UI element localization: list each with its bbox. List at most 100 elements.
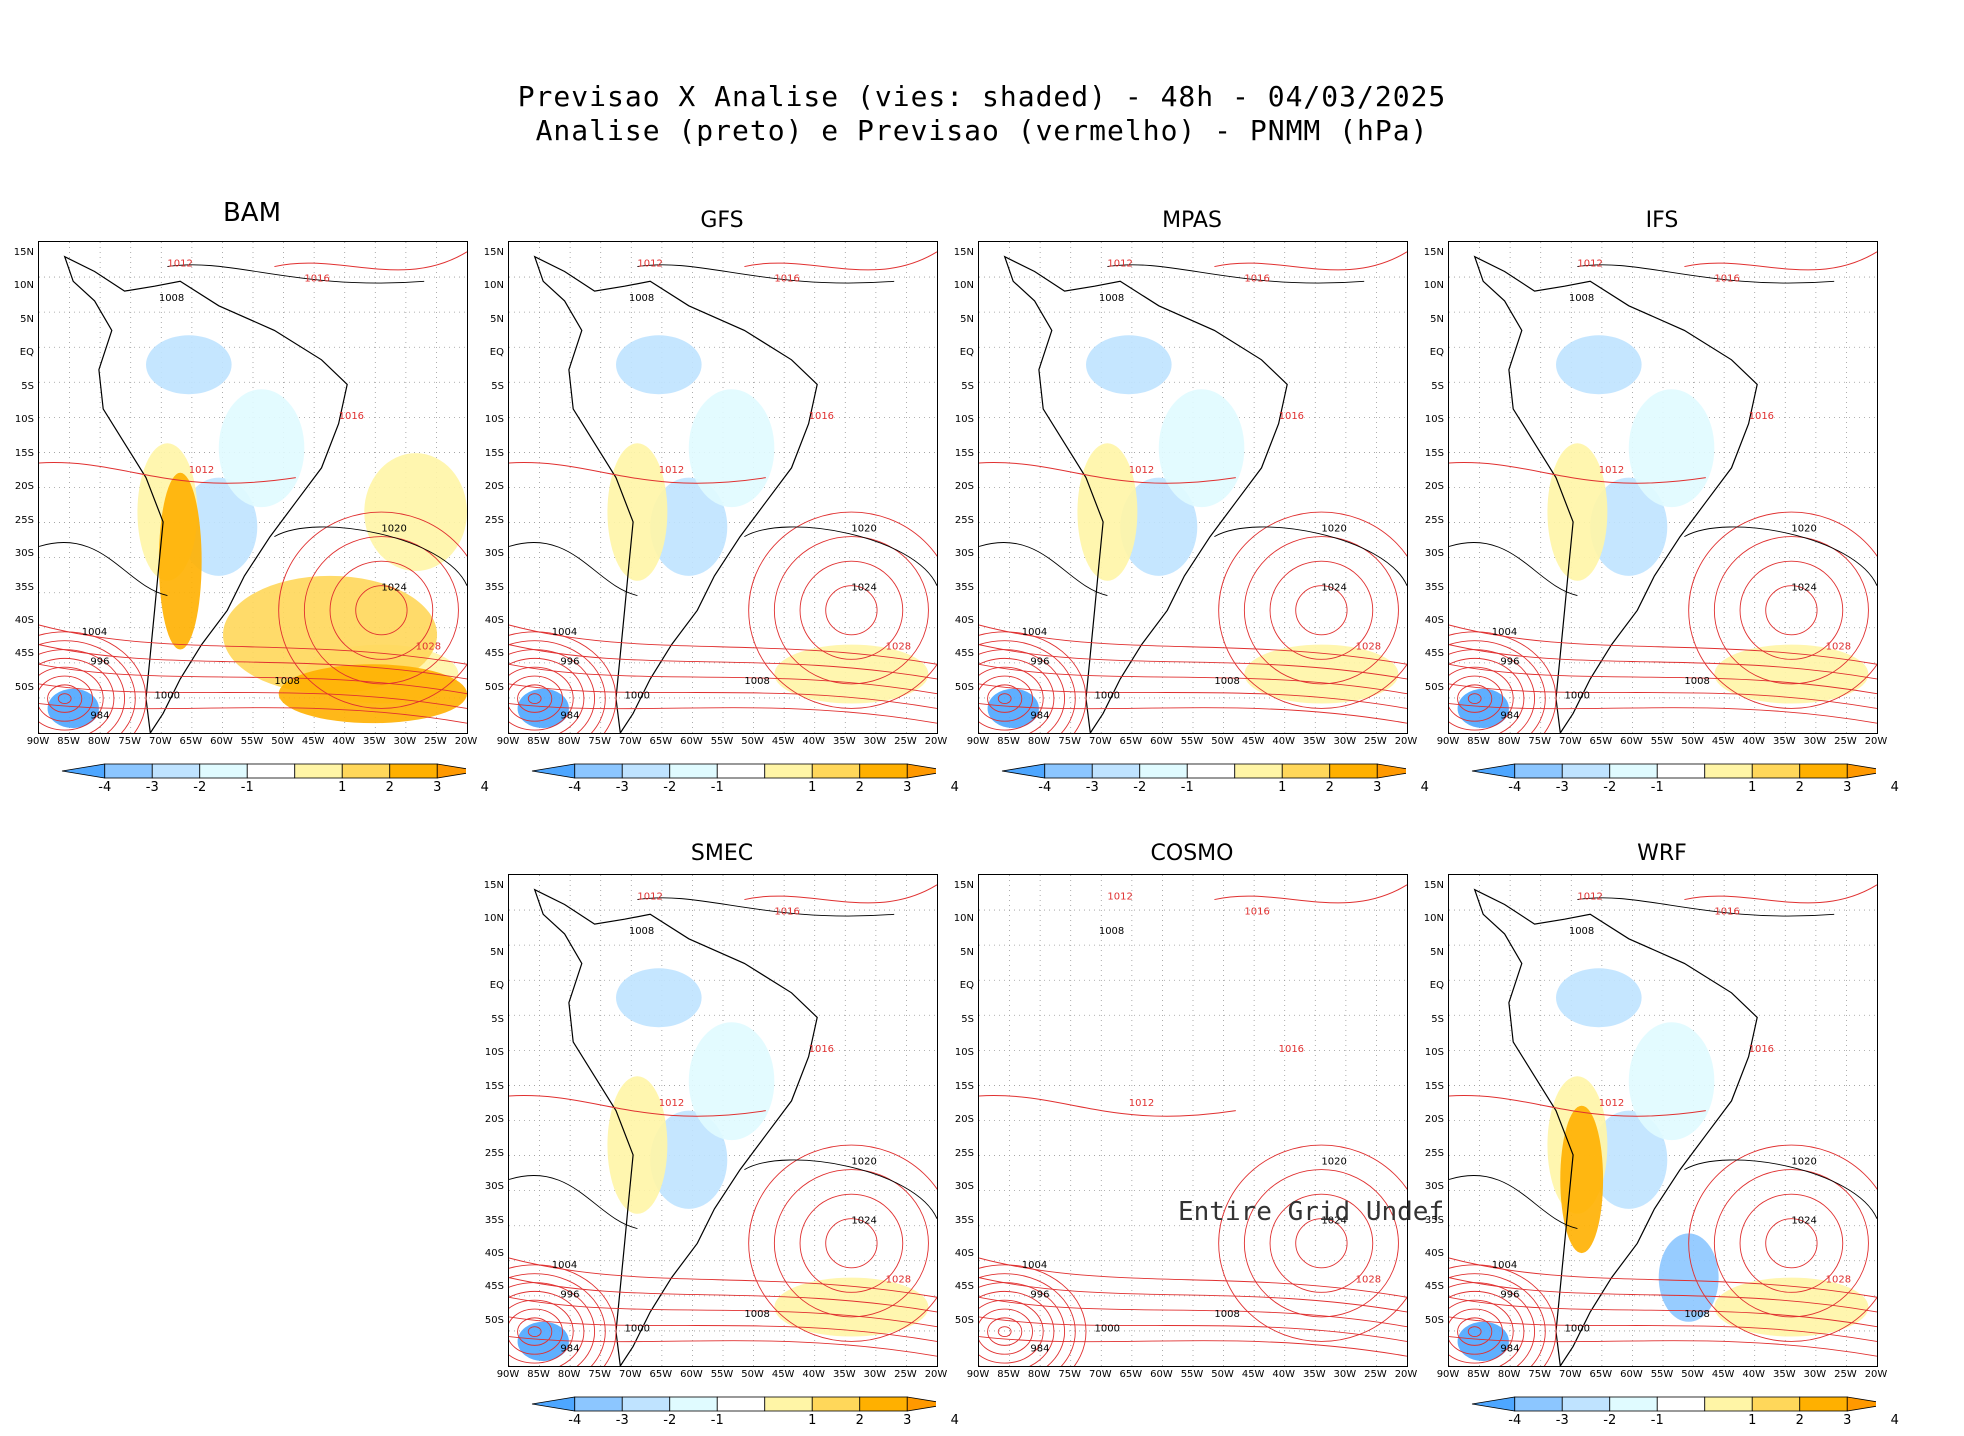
longitude-label: 90W <box>1436 1369 1460 1380</box>
latitude-label: 5N <box>490 946 504 958</box>
contour-label: 1004 <box>1492 627 1517 638</box>
forecast-isobar <box>274 251 467 271</box>
longitude-label: 55W <box>1650 1369 1674 1380</box>
colorbar-segment <box>1091 763 1141 779</box>
latitude-label: 35S <box>1424 581 1444 593</box>
forecast-isobar-high <box>329 560 434 660</box>
latitude-label: 35S <box>954 1214 974 1226</box>
colorbar <box>1001 763 1406 779</box>
longitude-label: 85W <box>1467 1369 1490 1380</box>
forecast-isobar <box>1449 1296 1877 1328</box>
contour-label: 996 <box>560 1289 579 1300</box>
forecast-isobar <box>509 1277 937 1313</box>
contour-label: 1024 <box>1321 1216 1346 1227</box>
longitude-label: 65W <box>1589 736 1613 747</box>
forecast-isobar-low <box>509 631 617 733</box>
forecast-isobar <box>979 1277 1407 1313</box>
contour-label: 1004 <box>1022 627 1047 638</box>
coastline <box>63 255 348 733</box>
latitude-label: 45S <box>954 648 974 660</box>
longitude-label: 40W <box>332 736 356 747</box>
forecast-isobar <box>744 251 937 271</box>
contour-label: 1000 <box>155 691 180 702</box>
contour-label: 1008 <box>1569 926 1594 937</box>
colorbar-segment <box>811 763 861 779</box>
longitude-label: 25W <box>1834 1369 1857 1380</box>
contour-label: 1004 <box>552 1260 577 1271</box>
colorbar-segment <box>906 1396 936 1412</box>
latitude-label: 15S <box>484 1080 504 1092</box>
colorbar-tick-label: -3 <box>1555 780 1569 795</box>
latitude-label: 45S <box>1424 1281 1444 1293</box>
forecast-isobar-low <box>1467 1326 1482 1337</box>
forecast-isobar-low <box>1449 1264 1557 1366</box>
forecast-isobar-high <box>278 511 467 709</box>
contour-label: 1008 <box>744 676 769 687</box>
forecast-isobar <box>509 663 937 695</box>
map-plot: 1012 1016 1008 1020 1024 1028 996 984 1004 1000 10… <box>979 875 1407 1366</box>
longitude-label: 45W <box>1241 736 1265 747</box>
contour-label: 1008 <box>1099 293 1124 304</box>
contour-label: 1012 <box>1577 892 1602 903</box>
latitude-label: 40S <box>484 1247 504 1259</box>
contour-label: 1008 <box>1214 676 1239 687</box>
colorbar-segment <box>1234 763 1283 779</box>
colorbar-tick-label: -4 <box>568 1413 582 1428</box>
latitude-label: 20S <box>484 1114 504 1126</box>
longitude-label: 85W <box>1467 736 1490 747</box>
colorbar-tick-label: 1 <box>1748 780 1757 795</box>
latitude-label: 45S <box>484 648 504 660</box>
forecast-isobar-low <box>1449 640 1546 733</box>
longitude-label: 60W <box>680 1369 703 1380</box>
forecast-isobar-high <box>1688 1144 1877 1342</box>
contour-label: 984 <box>1500 1343 1519 1354</box>
forecast-isobar-low <box>979 666 1044 731</box>
forecast-isobar <box>509 462 766 484</box>
forecast-isobar <box>744 884 937 904</box>
analysis-isobar <box>637 264 895 284</box>
forecast-isobar-low <box>979 631 1087 733</box>
latitude-label: 50S <box>14 681 34 693</box>
colorbar-segment <box>1704 763 1753 779</box>
contour-label: 1028 <box>416 642 441 653</box>
bias-shading <box>1077 443 1138 581</box>
forecast-isobar <box>979 624 1407 665</box>
latitude-label: 30S <box>1424 1181 1444 1193</box>
colorbar <box>1471 1396 1876 1412</box>
longitude-label: 90W <box>1436 736 1460 747</box>
colorbar-segment <box>1471 763 1516 779</box>
forecast-isobar <box>509 624 937 665</box>
colorbar <box>531 763 936 779</box>
coastline <box>1003 255 1288 733</box>
contour-label: 1012 <box>659 1098 684 1109</box>
contour-label: 996 <box>90 656 109 667</box>
longitude-label: 70W <box>618 1369 642 1380</box>
longitude-label: 35W <box>1302 736 1326 747</box>
colorbar-segment <box>1044 763 1093 779</box>
forecast-isobar-low <box>509 657 585 733</box>
colorbar-segment <box>1704 1396 1753 1412</box>
latitude-label: 25S <box>954 1147 974 1159</box>
map-plot: 1012 1016 1008 1020 1024 1028 996 984 1004 1000 10… <box>509 242 937 733</box>
contour-label: 1012 <box>637 259 662 270</box>
forecast-isobar <box>979 1095 1236 1117</box>
longitude-label: 80W <box>1497 736 1521 747</box>
contour-label: 1008 <box>744 1309 769 1320</box>
latitude-label: 50S <box>484 1314 504 1326</box>
forecast-isobar-high <box>1688 511 1877 709</box>
forecast-isobar <box>979 703 1407 724</box>
latitude-label: EQ <box>489 347 504 359</box>
longitude-label: 45W <box>301 736 325 747</box>
forecast-isobar-low <box>979 1273 1076 1366</box>
latitude-label: 5N <box>960 946 974 958</box>
map-frame: 1012 1016 1008 1020 1024 1028 996 984 1004 1000 10… <box>978 874 1408 1367</box>
colorbar-segment <box>1561 1396 1611 1412</box>
forecast-isobar-high <box>303 536 459 685</box>
forecast-isobar-low <box>509 640 606 733</box>
colorbar-segment <box>199 763 248 779</box>
bias-shading <box>1658 1233 1719 1322</box>
longitude-label: 55W <box>710 1369 734 1380</box>
bias-shading <box>688 1022 775 1141</box>
bias-shading <box>146 335 232 395</box>
bias-shading <box>47 688 99 729</box>
